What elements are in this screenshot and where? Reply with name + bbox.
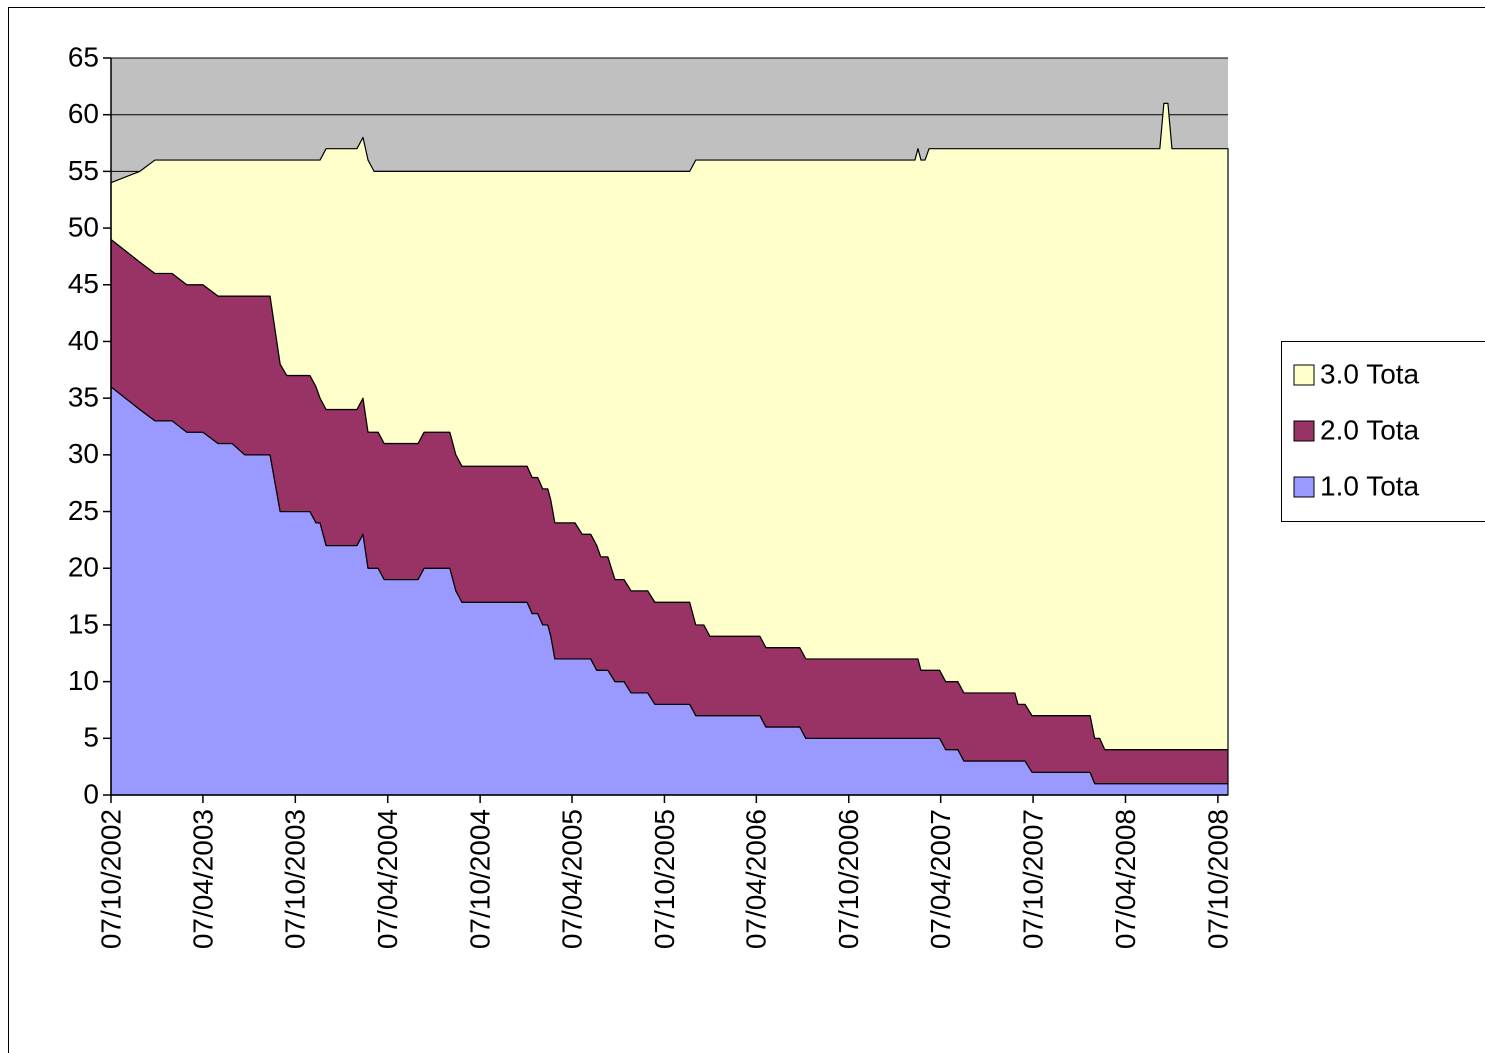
y-tick-label: 15 bbox=[68, 608, 99, 639]
x-tick-label: 07/04/2003 bbox=[187, 809, 218, 949]
x-tick-label: 07/10/2003 bbox=[280, 809, 311, 949]
legend-swatch bbox=[1293, 420, 1315, 442]
x-tick-label: 07/04/2008 bbox=[1110, 809, 1141, 949]
y-tick-label: 10 bbox=[68, 665, 99, 696]
legend: 3.0 Tota 2.0 Tota 1.0 Tota bbox=[1281, 341, 1485, 522]
legend-swatch bbox=[1293, 364, 1315, 386]
y-tick-label: 35 bbox=[68, 382, 99, 413]
y-tick-label: 65 bbox=[68, 41, 99, 72]
x-tick-label: 07/10/2006 bbox=[833, 809, 864, 949]
legend-label: 3.0 Tota bbox=[1320, 358, 1420, 389]
y-tick-label: 30 bbox=[68, 438, 99, 469]
y-tick-label: 25 bbox=[68, 495, 99, 526]
x-tick-label: 07/10/2002 bbox=[95, 809, 126, 949]
legend-label: 1.0 Tota bbox=[1320, 470, 1420, 501]
legend-label: 2.0 Tota bbox=[1320, 414, 1420, 445]
y-tick-label: 5 bbox=[83, 722, 99, 753]
x-tick-label: 07/04/2006 bbox=[741, 809, 772, 949]
x-tick-label: 07/10/2007 bbox=[1017, 809, 1048, 949]
y-tick-label: 55 bbox=[68, 155, 99, 186]
legend-box bbox=[1281, 341, 1485, 522]
x-tick-label: 07/10/2008 bbox=[1202, 809, 1233, 949]
x-tick-label: 07/04/2004 bbox=[372, 809, 403, 949]
y-tick-label: 45 bbox=[68, 268, 99, 299]
x-tick-label: 07/04/2007 bbox=[925, 809, 956, 949]
x-tick-label: 07/04/2005 bbox=[556, 809, 587, 949]
y-tick-label: 0 bbox=[83, 778, 99, 809]
x-tick-label: 07/10/2005 bbox=[649, 809, 680, 949]
y-tick-label: 20 bbox=[68, 552, 99, 583]
area bbox=[110, 102, 1229, 751]
y-tick-label: 60 bbox=[68, 98, 99, 129]
y-tick-label: 40 bbox=[68, 325, 99, 356]
x-tick-label: 07/10/2004 bbox=[465, 809, 496, 949]
legend-swatch bbox=[1293, 476, 1315, 498]
y-tick-label: 50 bbox=[68, 211, 99, 242]
